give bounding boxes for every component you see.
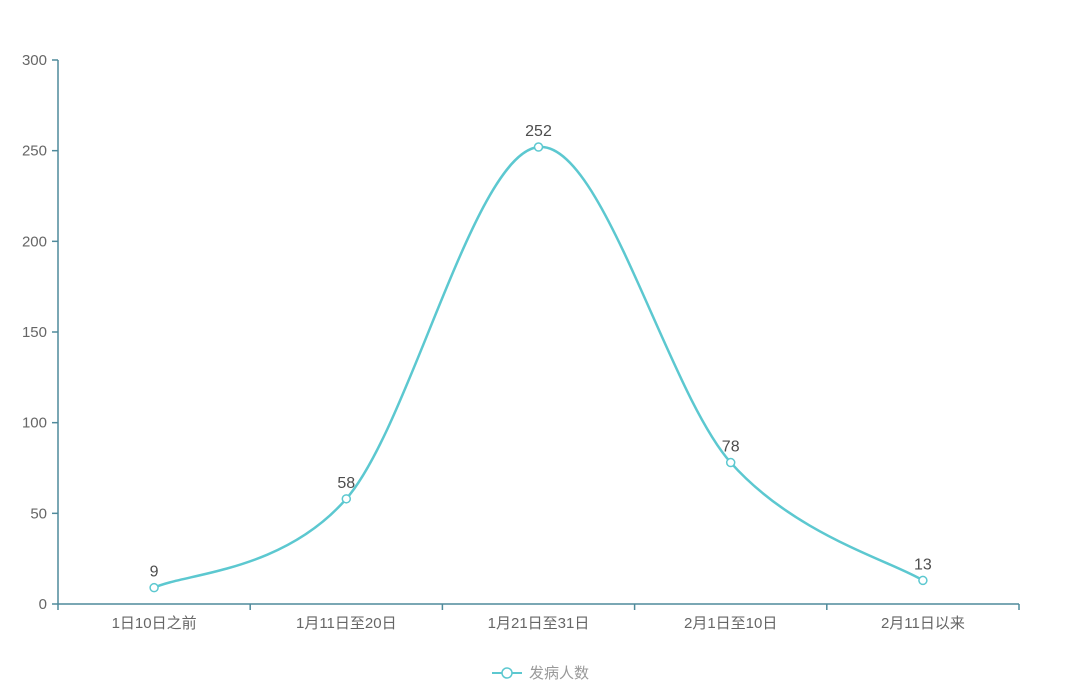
y-axis-tick-label: 100 bbox=[22, 415, 47, 432]
y-axis-tick-label: 200 bbox=[22, 233, 47, 250]
legend-item-series[interactable]: 发病人数 bbox=[491, 666, 589, 681]
data-point-marker[interactable] bbox=[533, 142, 544, 152]
data-point-marker[interactable] bbox=[725, 457, 736, 468]
x-category-label: 2月11日以来 bbox=[881, 615, 965, 632]
data-point-marker[interactable] bbox=[341, 494, 352, 504]
line-chart: 0 50 100 150 200 250 300 1日10日之前 1月11日至20日 1月21日至… bbox=[22, 52, 1020, 632]
y-axis-tick-label: 0 bbox=[39, 596, 47, 613]
x-category-label: 2月1日至10日 bbox=[684, 615, 777, 632]
series-line bbox=[152, 145, 925, 589]
legend-marker-icon bbox=[491, 667, 522, 679]
y-axis-tick-label: 300 bbox=[22, 52, 47, 69]
y-axis-tick-label: 150 bbox=[22, 324, 47, 341]
data-point-marker[interactable] bbox=[149, 582, 159, 593]
data-point-label: 252 bbox=[525, 123, 552, 140]
data-point-marker[interactable] bbox=[918, 575, 928, 586]
data-point-label: 13 bbox=[914, 556, 932, 573]
data-point-label: 78 bbox=[722, 439, 740, 456]
data-point-label: 58 bbox=[337, 475, 355, 492]
x-category-label: 1日10日之前 bbox=[112, 615, 197, 632]
data-point-label: 9 bbox=[150, 564, 159, 581]
x-category-label: 1月11日至20日 bbox=[296, 615, 397, 632]
y-axis-tick-label: 250 bbox=[22, 143, 47, 160]
legend: 发病人数 bbox=[0, 659, 1080, 687]
x-category-label: 1月21日至31日 bbox=[488, 615, 590, 632]
legend-label: 发病人数 bbox=[528, 664, 589, 682]
y-axis-tick-label: 50 bbox=[30, 505, 47, 522]
